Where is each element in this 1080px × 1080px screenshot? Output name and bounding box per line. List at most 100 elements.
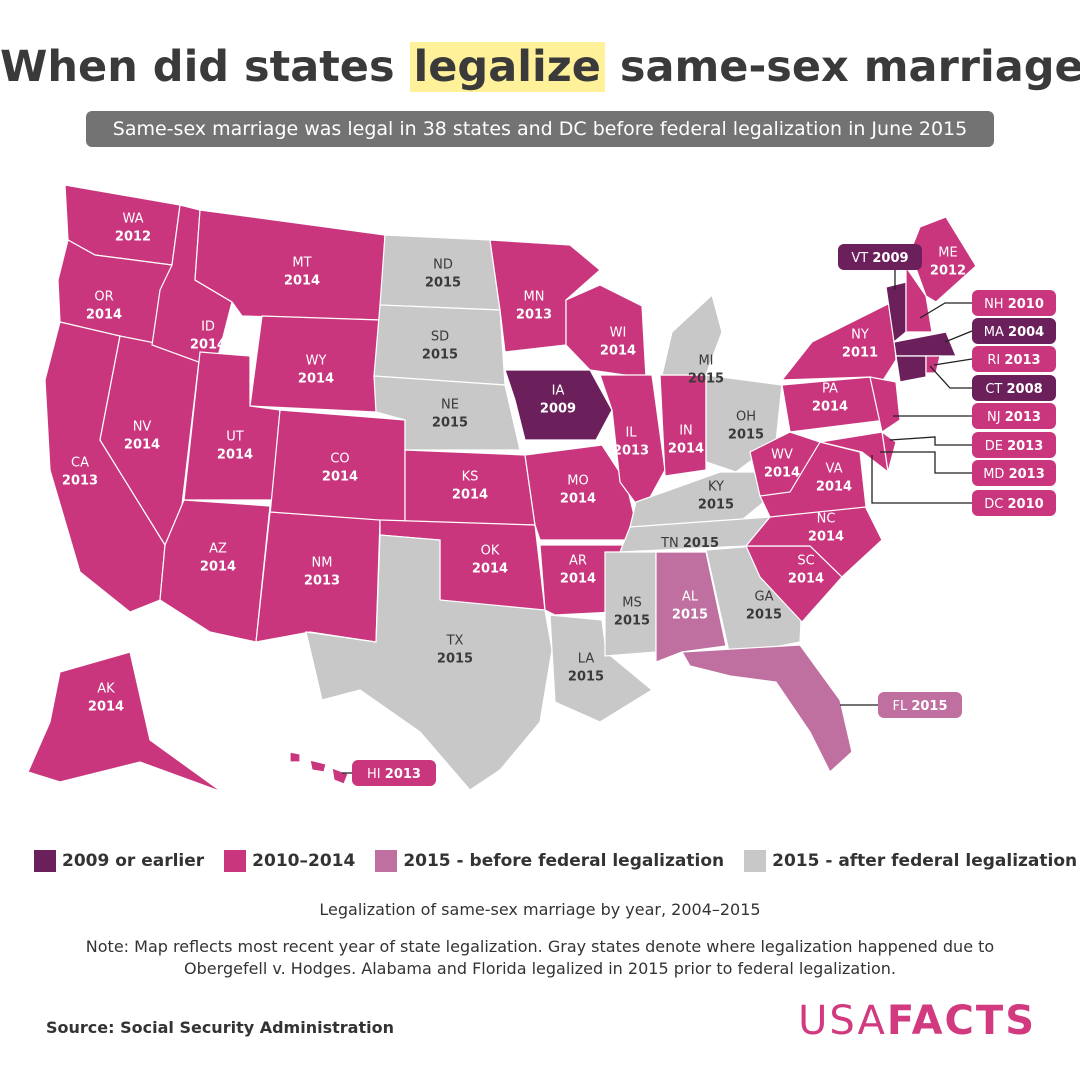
state-abbr: WA	[122, 212, 143, 227]
state-year: 2014	[452, 488, 488, 503]
state-year: 2015	[698, 498, 734, 513]
state-abbr: HI	[367, 767, 381, 782]
state-abbr: CT	[985, 382, 1002, 397]
legend-item: 2015 - after federal legalization	[744, 850, 1077, 872]
leader-line	[933, 358, 973, 366]
state-abbr: DE	[985, 439, 1003, 454]
state-year: 2015	[688, 372, 724, 387]
state-abbr: ME	[938, 246, 957, 261]
state	[869, 376, 901, 433]
subtitle: Same-sex marriage was legal in 38 states…	[86, 111, 994, 147]
state-year: 2009	[540, 402, 576, 417]
leader-line	[944, 330, 973, 343]
state	[159, 499, 271, 643]
state-abbr: IL	[625, 426, 637, 441]
state-abbr: VA	[826, 462, 843, 477]
state-label: HI 2013	[367, 767, 421, 782]
state-year: 2015	[672, 608, 708, 623]
state-abbr: DC	[984, 497, 1003, 512]
legend: 2009 or earlier 2010–2014 2015 - before fe…	[34, 850, 1077, 872]
state-label: MD 2013	[983, 467, 1045, 482]
state-year: 2014	[124, 438, 160, 453]
state-label: DE 2013	[985, 439, 1044, 454]
state-year: 2004	[1008, 325, 1044, 340]
state-abbr: NM	[312, 556, 333, 571]
leader-line	[929, 365, 972, 389]
title: When did states legalize same-sex marria…	[0, 42, 1080, 92]
states	[27, 184, 977, 793]
state-abbr: KS	[462, 470, 479, 485]
callout-box	[972, 290, 1056, 316]
title-part: same-sex marriage?	[604, 42, 1080, 92]
callout-box	[972, 318, 1056, 344]
state-abbr: VT	[851, 251, 868, 266]
brand-logo: USAFACTS	[798, 998, 1036, 1044]
state-year: 2013	[1005, 410, 1041, 425]
state-year: 2014	[560, 572, 596, 587]
state-year: 2010	[1008, 497, 1044, 512]
state	[305, 534, 553, 791]
legend-swatch	[375, 850, 398, 872]
title-highlight: legalize	[409, 42, 605, 92]
state-abbr: SC	[797, 554, 814, 569]
brand-part: FACTS	[886, 998, 1036, 1044]
source: Source: Social Security Administration	[46, 1018, 394, 1037]
legend-item: 2010–2014	[224, 850, 355, 872]
state-abbr: KY	[708, 480, 724, 495]
state-label: DC 2010	[984, 497, 1043, 512]
state-year: 2014	[600, 344, 636, 359]
leader-line	[871, 455, 972, 504]
callout-box	[352, 760, 436, 786]
state-abbr: ND	[433, 258, 453, 273]
state-abbr: AZ	[209, 542, 227, 557]
state-label: MA 2004	[984, 325, 1044, 340]
state-abbr: NJ	[987, 410, 1001, 425]
callout-box	[972, 432, 1056, 458]
leader-line	[889, 436, 972, 446]
legend-swatch	[34, 850, 56, 872]
leader-line	[880, 451, 972, 474]
legend-label: 2015 - before federal legalization	[403, 851, 725, 871]
callout-box	[838, 244, 922, 270]
state-abbr: OH	[736, 410, 756, 425]
state	[373, 304, 506, 386]
state-label: NJ 2013	[987, 410, 1041, 425]
state	[661, 293, 723, 376]
state	[895, 355, 927, 383]
state	[680, 644, 853, 773]
state-abbr: MS	[622, 596, 641, 611]
labels: WA 2012 OR 2014 CA 2013 NV 2014 ID 2014 MT 2014 WY 20…	[62, 212, 1056, 786]
state-label: CT 2008	[985, 382, 1042, 397]
state-year: 2013	[62, 474, 98, 489]
state-abbr: NY	[851, 328, 869, 343]
state-year: 2011	[842, 346, 878, 361]
state-year: 2010	[1008, 297, 1044, 312]
note: Note: Map reflects most recent year of s…	[85, 937, 995, 978]
state-label: FL 2015	[892, 699, 947, 714]
state-year: 2014	[284, 274, 320, 289]
state-year: 2014	[190, 338, 226, 353]
state-abbr: WI	[610, 326, 627, 341]
state-year: 2013	[304, 574, 340, 589]
state-year: 2015	[728, 428, 764, 443]
legend-label: 2009 or earlier	[62, 851, 205, 871]
state-year: 2015	[683, 536, 719, 551]
state-abbr: NV	[133, 420, 152, 435]
state-year: 2015	[432, 416, 468, 431]
state-year: 2012	[115, 230, 151, 245]
state-abbr: TX	[446, 634, 464, 649]
callout-box	[878, 692, 962, 718]
state-year: 2013	[385, 767, 421, 782]
state	[905, 265, 933, 333]
state-year: 2008	[1006, 382, 1042, 397]
state-abbr: FL	[892, 699, 907, 714]
state-year: 2015	[437, 652, 473, 667]
state-year: 2015	[422, 348, 458, 363]
state-abbr: MD	[983, 467, 1004, 482]
state-year: 2014	[217, 448, 253, 463]
state-abbr: TN	[660, 536, 679, 551]
state-label: TN 2015	[660, 536, 719, 551]
state-abbr: NH	[984, 297, 1004, 312]
state-year: 2014	[298, 372, 334, 387]
legend-swatch	[744, 850, 767, 872]
